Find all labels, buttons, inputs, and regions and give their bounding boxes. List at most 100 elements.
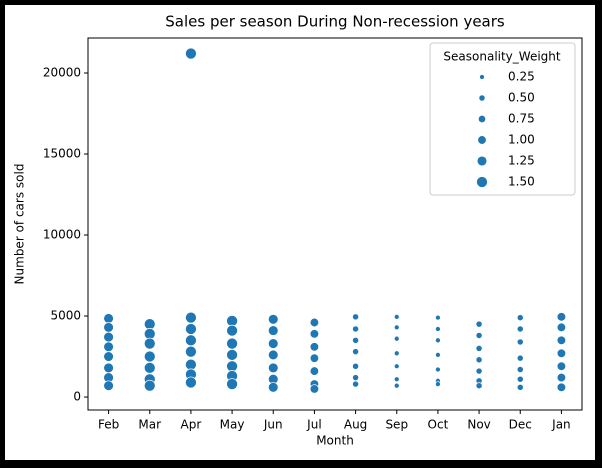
point	[475, 356, 483, 364]
point	[435, 352, 441, 358]
point	[352, 325, 360, 333]
point	[309, 342, 320, 352]
point	[143, 379, 156, 392]
point	[103, 331, 114, 343]
point	[435, 381, 441, 387]
point	[475, 344, 483, 352]
legend-marker	[476, 155, 488, 167]
point	[309, 353, 320, 363]
point	[103, 362, 114, 374]
legend-label: 1.50	[508, 175, 535, 189]
point	[103, 322, 114, 333]
point	[143, 362, 156, 374]
legend-label: 0.75	[508, 112, 535, 126]
legend-title: Seasonality_Weight	[443, 50, 560, 64]
plot-area	[87, 37, 583, 411]
point	[309, 384, 320, 394]
x-tick-label: Sep	[385, 418, 408, 432]
point	[352, 380, 360, 388]
point	[309, 329, 320, 339]
point	[352, 374, 360, 382]
x-tick-label: Jun	[263, 418, 283, 432]
point	[435, 366, 441, 373]
point	[556, 361, 567, 371]
y-tick-label: 5000	[50, 309, 81, 323]
point	[516, 314, 524, 322]
legend-marker	[479, 74, 485, 80]
point	[226, 349, 238, 361]
y-tick-label: 20000	[43, 65, 81, 79]
x-tick-label: Feb	[98, 418, 119, 432]
point	[226, 360, 238, 373]
point	[185, 345, 197, 358]
point	[185, 376, 197, 389]
chart-title: Sales per season During Non-recession ye…	[165, 13, 505, 31]
point	[185, 358, 197, 371]
point	[475, 332, 483, 339]
x-tick-label: Mar	[138, 418, 161, 432]
point	[435, 337, 441, 344]
y-axis-label: Number of cars sold	[13, 164, 27, 285]
point	[516, 354, 524, 362]
point	[475, 382, 483, 390]
y-tick-label: 15000	[43, 147, 81, 161]
point	[556, 312, 567, 322]
x-tick-label: Jan	[551, 418, 571, 432]
point	[393, 335, 400, 342]
point	[268, 349, 279, 361]
point	[393, 376, 400, 383]
point	[556, 322, 567, 333]
point	[309, 366, 320, 376]
point	[143, 350, 156, 363]
point	[516, 338, 524, 346]
point	[556, 335, 567, 345]
point	[393, 324, 400, 331]
point	[516, 383, 524, 391]
point	[435, 314, 441, 321]
y-tick-label: 10000	[43, 228, 81, 242]
point	[226, 315, 238, 327]
point	[435, 326, 441, 332]
point	[475, 367, 483, 375]
x-axis-label: Month	[316, 434, 354, 448]
x-tick-label: May	[220, 418, 245, 432]
y-tick-label: 0	[73, 390, 81, 404]
legend-label: 1.00	[508, 133, 535, 147]
point	[352, 348, 360, 356]
legend-label: 1.25	[508, 154, 535, 168]
point	[393, 350, 400, 357]
point	[393, 363, 400, 370]
legend-marker	[478, 94, 486, 102]
point	[143, 337, 156, 350]
x-tick-label: Dec	[509, 418, 532, 432]
point	[103, 341, 114, 353]
point	[393, 313, 400, 320]
point	[352, 313, 360, 321]
point	[103, 351, 114, 362]
x-tick-label: Jul	[306, 418, 321, 432]
point	[516, 366, 524, 373]
x-tick-label: Aug	[344, 418, 367, 432]
point	[185, 311, 197, 324]
point	[268, 382, 279, 393]
point	[143, 318, 156, 330]
x-tick-label: Apr	[181, 418, 202, 432]
point	[352, 336, 360, 344]
legend-label: 0.50	[508, 91, 535, 105]
point	[268, 314, 279, 325]
point	[185, 334, 197, 347]
point	[268, 325, 279, 336]
legend-marker	[477, 135, 487, 145]
point	[103, 313, 114, 324]
legend-marker	[477, 114, 487, 124]
point	[185, 47, 197, 60]
point	[516, 325, 524, 333]
point	[268, 362, 279, 374]
point	[226, 324, 238, 337]
x-tick-label: Nov	[467, 418, 490, 432]
point	[309, 317, 320, 328]
point	[556, 372, 567, 383]
point	[185, 323, 197, 335]
point	[226, 378, 238, 390]
